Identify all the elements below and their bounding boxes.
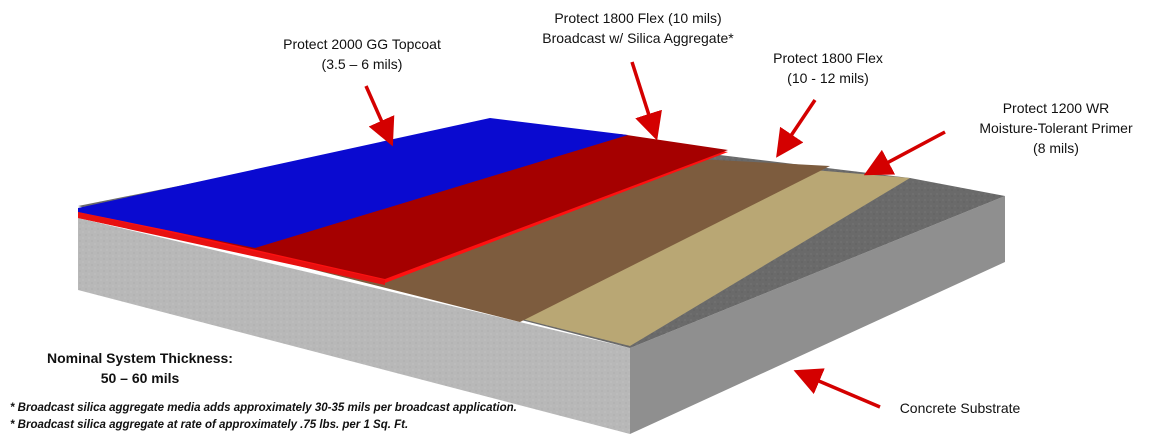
flex-arrow <box>776 99 817 158</box>
primer-arrow <box>863 130 946 176</box>
topcoat-layer <box>78 118 628 248</box>
flex-broadcast-callout: Protect 1800 Flex (10 mils) Broadcast w/… <box>508 8 768 48</box>
substrate-name: Concrete Substrate <box>899 400 1021 416</box>
footnote-1: * Broadcast silica aggregate media adds … <box>10 402 517 414</box>
substrate-arrow <box>793 368 881 409</box>
flex-broadcast-arrow <box>630 61 662 141</box>
primer-thickness: (8 mils) <box>1033 140 1079 156</box>
primer-callout: Protect 1200 WR Moisture-Tolerant Primer… <box>956 98 1156 158</box>
primer-detail: Moisture-Tolerant Primer <box>979 120 1133 136</box>
flex-broadcast-detail: Broadcast w/ Silica Aggregate* <box>542 30 734 46</box>
topcoat-callout: Protect 2000 GG Topcoat (3.5 – 6 mils) <box>262 34 462 74</box>
flex-name: Protect 1800 Flex <box>773 50 883 66</box>
primer-name: Protect 1200 WR <box>1002 100 1110 116</box>
flex-broadcast-name: Protect 1800 Flex (10 mils) <box>554 10 722 26</box>
concrete-front-face <box>78 218 630 434</box>
flex-callout: Protect 1800 Flex (10 - 12 mils) <box>738 48 918 88</box>
system-thickness-label: Nominal System Thickness: <box>47 350 233 366</box>
topcoat-thickness: (3.5 – 6 mils) <box>321 56 403 72</box>
system-thickness-value: 50 – 60 mils <box>100 370 180 386</box>
footnote-2: * Broadcast silica aggregate at rate of … <box>10 419 409 431</box>
layer-edge-stripe <box>78 212 385 285</box>
system-thickness: Nominal System Thickness: 50 – 60 mils <box>40 348 240 388</box>
flex-thickness: (10 - 12 mils) <box>787 70 869 86</box>
substrate-callout: Concrete Substrate <box>880 398 1040 418</box>
concrete-right-face <box>630 196 1005 434</box>
footnotes: * Broadcast silica aggregate media adds … <box>10 400 517 434</box>
topcoat-arrow <box>364 85 395 147</box>
topcoat-name: Protect 2000 GG Topcoat <box>283 36 441 52</box>
